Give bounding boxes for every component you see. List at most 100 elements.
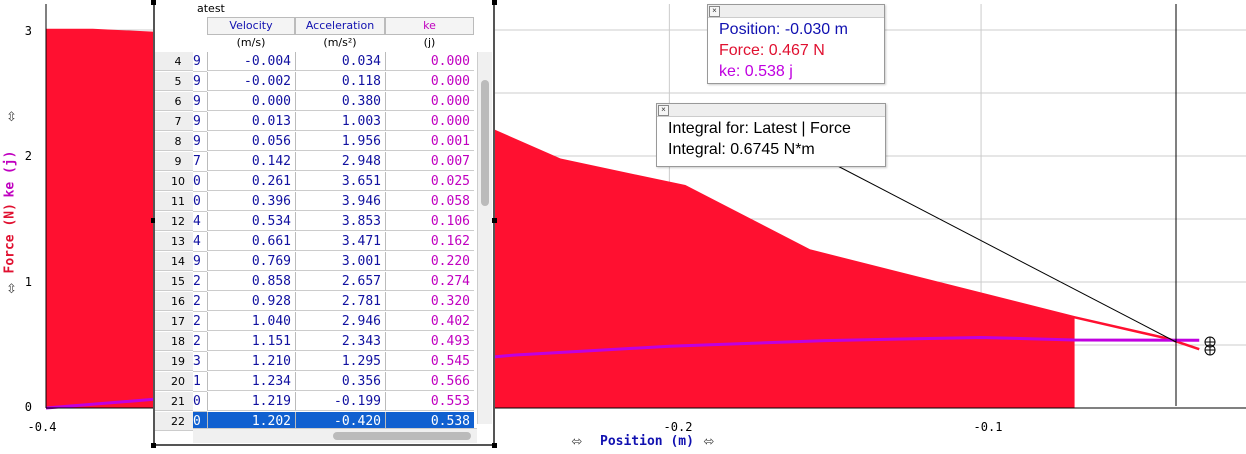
row-number[interactable]: 21 bbox=[155, 392, 193, 411]
table-row[interactable]: 21 0 1.219 -0.199 0.553 bbox=[155, 392, 477, 412]
table-row[interactable]: 6 9 0.000 0.380 0.000 bbox=[155, 92, 477, 112]
position-cell-partial[interactable]: 0 bbox=[193, 172, 207, 192]
ke-cell[interactable]: 0.000 bbox=[385, 112, 474, 131]
horizontal-scrollbar[interactable] bbox=[193, 428, 477, 443]
y-axis-label-force[interactable]: Force (N) bbox=[2, 203, 18, 274]
row-number[interactable]: 8 bbox=[155, 132, 193, 151]
row-number[interactable]: 6 bbox=[155, 92, 193, 111]
row-number[interactable]: 4 bbox=[155, 52, 193, 71]
table-row[interactable]: 13 4 0.661 3.471 0.162 bbox=[155, 232, 477, 252]
velocity-cell[interactable]: 0.056 bbox=[207, 132, 295, 151]
velocity-cell[interactable]: 0.858 bbox=[207, 272, 295, 291]
row-number[interactable]: 22 bbox=[155, 412, 193, 431]
position-cell-partial[interactable]: 0 bbox=[193, 392, 207, 412]
velocity-cell[interactable]: 1.210 bbox=[207, 352, 295, 371]
row-number[interactable]: 7 bbox=[155, 112, 193, 131]
table-row[interactable]: 14 9 0.769 3.001 0.220 bbox=[155, 252, 477, 272]
position-cell-partial[interactable]: 2 bbox=[193, 312, 207, 332]
position-cell-partial[interactable]: 9 bbox=[193, 52, 207, 72]
column-header-velocity[interactable]: Velocity bbox=[207, 17, 295, 35]
row-number[interactable]: 17 bbox=[155, 312, 193, 331]
velocity-cell[interactable]: 0.534 bbox=[207, 212, 295, 231]
ke-cell[interactable]: 0.007 bbox=[385, 152, 474, 171]
ke-cell[interactable]: 0.162 bbox=[385, 232, 474, 251]
ke-cell[interactable]: 0.545 bbox=[385, 352, 474, 371]
acceleration-cell[interactable]: 3.853 bbox=[295, 212, 385, 231]
table-row[interactable]: 9 7 0.142 2.948 0.007 bbox=[155, 152, 477, 172]
table-row[interactable]: 5 9 -0.002 0.118 0.000 bbox=[155, 72, 477, 92]
acceleration-cell[interactable]: 2.657 bbox=[295, 272, 385, 291]
position-cell-partial[interactable]: 9 bbox=[193, 252, 207, 272]
ke-cell[interactable]: 0.000 bbox=[385, 52, 474, 71]
ke-cell[interactable]: 0.493 bbox=[385, 332, 474, 351]
acceleration-cell[interactable]: 0.034 bbox=[295, 52, 385, 71]
acceleration-cell[interactable]: 2.948 bbox=[295, 152, 385, 171]
acceleration-cell[interactable]: 0.118 bbox=[295, 72, 385, 91]
table-row[interactable]: 18 2 1.151 2.343 0.493 bbox=[155, 332, 477, 352]
ke-cell[interactable]: 0.000 bbox=[385, 72, 474, 91]
table-row[interactable]: 7 9 0.013 1.003 0.000 bbox=[155, 112, 477, 132]
acceleration-cell[interactable]: 3.946 bbox=[295, 192, 385, 211]
acceleration-cell[interactable]: 0.356 bbox=[295, 372, 385, 391]
position-cell-partial[interactable]: 4 bbox=[193, 232, 207, 252]
acceleration-cell[interactable]: 3.001 bbox=[295, 252, 385, 271]
position-cell-partial[interactable]: 4 bbox=[193, 212, 207, 232]
acceleration-cell[interactable]: 0.380 bbox=[295, 92, 385, 111]
row-number[interactable]: 10 bbox=[155, 172, 193, 191]
ke-cell[interactable]: 0.553 bbox=[385, 392, 474, 411]
ke-cell[interactable]: 0.274 bbox=[385, 272, 474, 291]
table-row[interactable]: 17 2 1.040 2.946 0.402 bbox=[155, 312, 477, 332]
position-cell-partial[interactable]: 9 bbox=[193, 92, 207, 112]
y-axis-scroll-down-icon[interactable]: ⇳ bbox=[6, 282, 17, 297]
x-axis-label[interactable]: Position (m) bbox=[600, 434, 694, 449]
row-number[interactable]: 18 bbox=[155, 332, 193, 351]
row-number[interactable]: 15 bbox=[155, 272, 193, 291]
velocity-cell[interactable]: -0.002 bbox=[207, 72, 295, 91]
close-icon[interactable]: × bbox=[658, 105, 669, 116]
position-cell-partial[interactable]: 2 bbox=[193, 332, 207, 352]
x-axis-scroll-right-icon[interactable]: ⇳ bbox=[699, 436, 715, 447]
table-row[interactable]: 10 0 0.261 3.651 0.025 bbox=[155, 172, 477, 192]
row-number[interactable]: 11 bbox=[155, 192, 193, 211]
close-icon[interactable]: × bbox=[709, 6, 720, 17]
ke-cell[interactable]: 0.320 bbox=[385, 292, 474, 311]
velocity-cell[interactable]: 0.261 bbox=[207, 172, 295, 191]
row-number[interactable]: 5 bbox=[155, 72, 193, 91]
position-cell-partial[interactable]: 0 bbox=[193, 192, 207, 212]
examine-readout-box[interactable]: × Position: -0.030 m Force: 0.467 N ke: … bbox=[707, 4, 885, 84]
ke-cell[interactable]: 0.058 bbox=[385, 192, 474, 211]
x-axis-scroll-left-icon[interactable]: ⇳ bbox=[567, 436, 583, 447]
examine-markers[interactable] bbox=[1204, 336, 1216, 356]
horizontal-scroll-thumb[interactable] bbox=[333, 432, 471, 440]
y-axis-label-ke[interactable]: ke (j) bbox=[2, 150, 18, 198]
integral-readout-box[interactable]: × Integral for: Latest | Force Integral:… bbox=[656, 103, 886, 167]
velocity-cell[interactable]: 0.769 bbox=[207, 252, 295, 271]
position-cell-partial[interactable]: 2 bbox=[193, 272, 207, 292]
table-row[interactable]: 20 1 1.234 0.356 0.566 bbox=[155, 372, 477, 392]
table-row[interactable]: 12 4 0.534 3.853 0.106 bbox=[155, 212, 477, 232]
position-cell-partial[interactable]: 9 bbox=[193, 72, 207, 92]
acceleration-cell[interactable]: 1.295 bbox=[295, 352, 385, 371]
velocity-cell[interactable]: 0.661 bbox=[207, 232, 295, 251]
position-cell-partial[interactable]: 1 bbox=[193, 372, 207, 392]
row-number[interactable]: 12 bbox=[155, 212, 193, 231]
acceleration-cell[interactable]: -0.199 bbox=[295, 392, 385, 411]
table-row[interactable]: 8 9 0.056 1.956 0.001 bbox=[155, 132, 477, 152]
row-number[interactable]: 19 bbox=[155, 352, 193, 371]
data-table-panel[interactable]: atest Velocity Acceleration ke (m/s) (m/… bbox=[151, 0, 497, 448]
table-row[interactable]: 16 2 0.928 2.781 0.320 bbox=[155, 292, 477, 312]
table-row[interactable]: 22 0 1.202 -0.420 0.538 bbox=[155, 412, 477, 432]
ke-cell[interactable]: 0.220 bbox=[385, 252, 474, 271]
velocity-cell[interactable]: 0.000 bbox=[207, 92, 295, 111]
velocity-cell[interactable]: 1.219 bbox=[207, 392, 295, 411]
velocity-cell[interactable]: 1.234 bbox=[207, 372, 295, 391]
position-cell-partial[interactable]: 9 bbox=[193, 132, 207, 152]
ke-cell[interactable]: 0.000 bbox=[385, 92, 474, 111]
row-number[interactable]: 13 bbox=[155, 232, 193, 251]
acceleration-cell[interactable]: 2.343 bbox=[295, 332, 385, 351]
ke-cell[interactable]: 0.566 bbox=[385, 372, 474, 391]
acceleration-cell[interactable]: 2.946 bbox=[295, 312, 385, 331]
velocity-cell[interactable]: 0.013 bbox=[207, 112, 295, 131]
velocity-cell[interactable]: 0.142 bbox=[207, 152, 295, 171]
acceleration-cell[interactable]: 3.651 bbox=[295, 172, 385, 191]
